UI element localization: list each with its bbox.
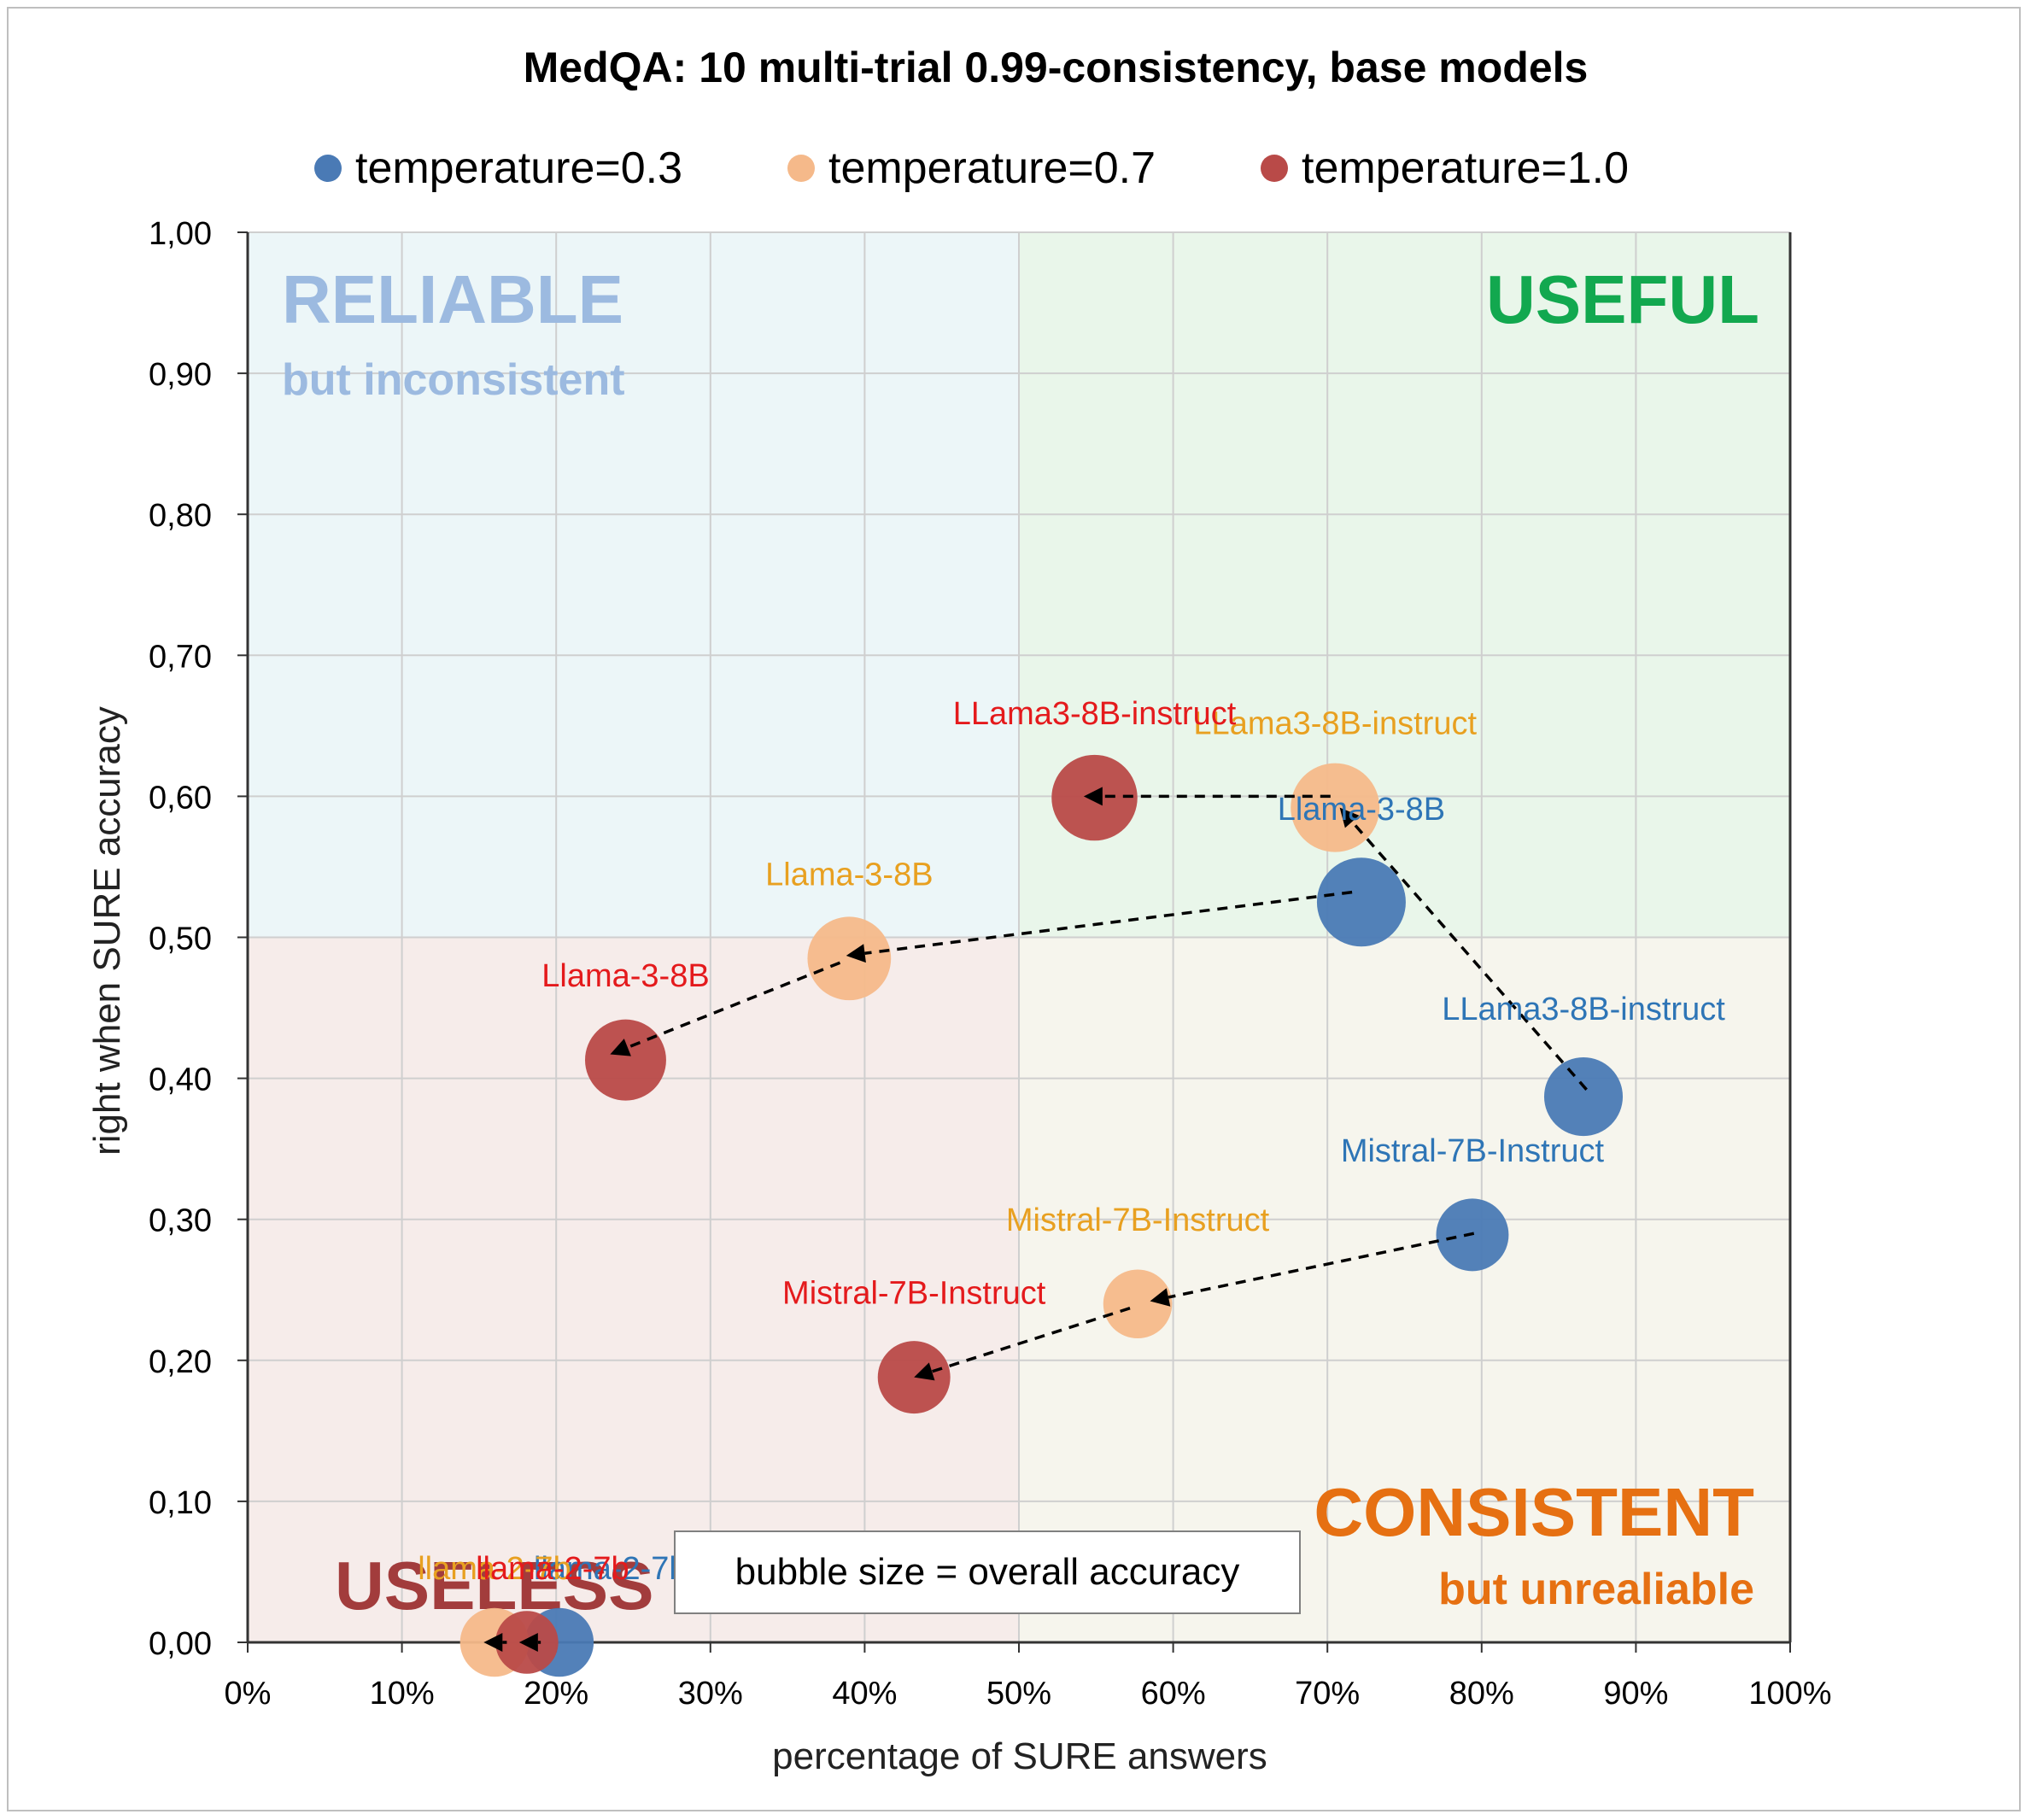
arrow-head bbox=[610, 1039, 631, 1056]
x-tick-label: 100% bbox=[1748, 1676, 1831, 1712]
arrow bbox=[846, 890, 1353, 963]
y-axis-label: right when SURE accuracy bbox=[86, 706, 128, 1156]
arrow-head bbox=[846, 944, 866, 963]
arrow-shaft bbox=[1168, 1232, 1475, 1299]
arrow bbox=[483, 1633, 507, 1652]
arrow-head bbox=[483, 1633, 503, 1652]
quadrant-title-consistent: CONSISTENT bbox=[1314, 1474, 1754, 1550]
x-tick-label: 80% bbox=[1449, 1676, 1514, 1712]
quadrant-subtitle-reliable: but inconsistent bbox=[282, 355, 625, 405]
point-label: LLama3-8B-instruct bbox=[953, 696, 1237, 732]
legend-label: temperature=0.3 bbox=[355, 143, 682, 193]
bubble-temperature-0-3 bbox=[1316, 857, 1406, 947]
bubble-temperature-1-0 bbox=[585, 1019, 666, 1101]
x-tick-label: 10% bbox=[370, 1676, 435, 1712]
point-label: Llama-3-8B bbox=[765, 857, 933, 892]
arrow bbox=[1083, 787, 1331, 806]
arrow bbox=[518, 1633, 541, 1652]
point-label: llama-2-7b bbox=[476, 1551, 629, 1587]
point-label: llama-2-7b bbox=[418, 1551, 571, 1587]
legend-label: temperature=0.7 bbox=[828, 143, 1156, 193]
y-tick-label: 0,20 bbox=[149, 1344, 212, 1380]
annotation-text: bubble size = overall accuracy bbox=[735, 1551, 1240, 1593]
arrow-shaft bbox=[627, 961, 841, 1050]
y-tick-label: 0,90 bbox=[149, 357, 212, 393]
y-tick-label: 1,00 bbox=[149, 216, 212, 252]
bubble-temperature-0-7 bbox=[807, 916, 892, 1001]
chart-title: MedQA: 10 multi-trial 0.99-consistency, … bbox=[524, 44, 1589, 91]
bubbles bbox=[459, 754, 1624, 1677]
y-tick-label: 0,80 bbox=[149, 498, 212, 534]
x-axis-label: percentage of SURE answers bbox=[772, 1735, 1267, 1777]
arrow-shaft bbox=[1350, 821, 1588, 1091]
y-tick-label: 0,40 bbox=[149, 1062, 212, 1098]
arrows bbox=[483, 787, 1588, 1652]
arrow-head bbox=[1083, 787, 1103, 806]
x-tick-label: 20% bbox=[524, 1676, 588, 1712]
legend: temperature=0.3 temperature=0.7 temperatur… bbox=[314, 143, 1629, 193]
arrow-head bbox=[1150, 1288, 1171, 1307]
point-label: Mistral-7B-Instruct bbox=[782, 1276, 1046, 1312]
arrow bbox=[610, 961, 841, 1056]
point-label: LLama3-8B-instruct bbox=[1442, 992, 1725, 1027]
quadrant-reliable bbox=[248, 232, 1019, 938]
y-tick-label: 0,50 bbox=[149, 922, 212, 957]
point-label: Mistral-7B-Instruct bbox=[1006, 1203, 1270, 1238]
axes: 0,00 0,10 0,20 0,30 0,40 0,50 0,60 0,70 0,80 0,90… bbox=[149, 216, 1832, 1712]
y-tick-label: 0,60 bbox=[149, 780, 212, 816]
point-label: Llama-3-8B bbox=[1278, 792, 1445, 828]
y-tick-label: 0,30 bbox=[149, 1203, 212, 1239]
point-label: LLama3-8B-instruct bbox=[1193, 706, 1477, 742]
arrow-head bbox=[518, 1633, 538, 1652]
legend-marker bbox=[787, 155, 815, 182]
y-tick-label: 0,10 bbox=[149, 1485, 212, 1521]
legend-marker bbox=[314, 155, 342, 182]
arrow bbox=[914, 1307, 1131, 1381]
arrow-head bbox=[914, 1362, 935, 1381]
arrow-shaft bbox=[864, 890, 1353, 955]
point-labels: Llama-3-8B LLama3-8B-instruct Mistral-7B-I… bbox=[418, 696, 1725, 1587]
gridlines bbox=[247, 231, 1791, 1643]
y-tick-label: 0,70 bbox=[149, 639, 212, 675]
x-tick-label: 90% bbox=[1603, 1676, 1668, 1712]
x-tick-label: 60% bbox=[1141, 1676, 1206, 1712]
arrow bbox=[1150, 1232, 1475, 1307]
x-tick-label: 0% bbox=[225, 1676, 272, 1712]
quadrant-subtitle-consistent: but unrealiable bbox=[1438, 1565, 1754, 1614]
x-tick-label: 70% bbox=[1295, 1676, 1360, 1712]
x-tick-label: 40% bbox=[832, 1676, 897, 1712]
quadrant-useful bbox=[1019, 232, 1790, 938]
point-label: Llama-3-8B bbox=[541, 958, 709, 994]
bubble-temperature-0-7 bbox=[1103, 1269, 1173, 1339]
x-tick-label: 50% bbox=[986, 1676, 1051, 1712]
bubble-temperature-0-3 bbox=[1543, 1057, 1624, 1137]
point-label: llama-2-7b bbox=[534, 1551, 688, 1587]
annotation-box bbox=[674, 1530, 1301, 1614]
x-tick-label: 30% bbox=[678, 1676, 743, 1712]
quadrant-title-reliable: RELIABLE bbox=[282, 261, 623, 337]
point-label: Mistral-7B-Instruct bbox=[1341, 1133, 1605, 1169]
quadrant-title-useful: USEFUL bbox=[1486, 261, 1759, 337]
legend-label: temperature=1.0 bbox=[1302, 143, 1629, 193]
y-tick-label: 0,00 bbox=[149, 1626, 212, 1662]
arrow bbox=[1339, 807, 1588, 1091]
arrow-head bbox=[1339, 807, 1360, 828]
legend-marker bbox=[1261, 155, 1288, 182]
